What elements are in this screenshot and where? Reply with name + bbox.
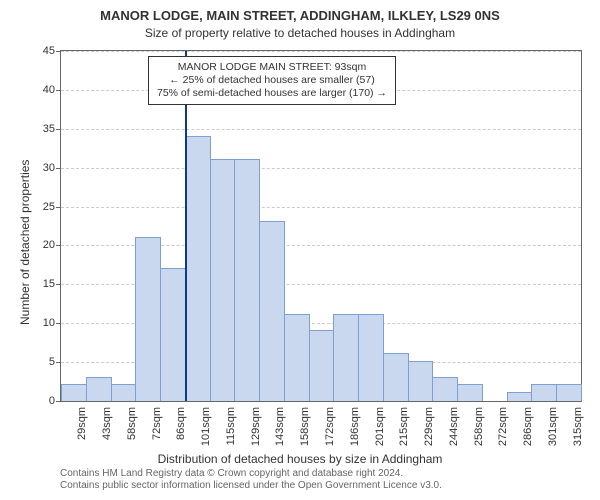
x-tick-label: 229sqm	[423, 407, 435, 446]
histogram-bar	[309, 330, 335, 401]
histogram-bar	[111, 384, 137, 401]
gridline	[61, 51, 581, 52]
x-tick-label: 58sqm	[126, 407, 138, 440]
y-tick-label: 20	[43, 239, 55, 251]
x-tick-label: 315sqm	[572, 407, 584, 446]
page-title: MANOR LODGE, MAIN STREET, ADDINGHAM, ILK…	[0, 8, 600, 23]
y-tick-label: 35	[43, 123, 55, 135]
x-tick-label: 286sqm	[522, 407, 534, 446]
histogram-bar	[531, 384, 557, 401]
x-tick-label: 43sqm	[101, 407, 113, 440]
x-tick-label: 143sqm	[274, 407, 286, 446]
footer-line: Contains HM Land Registry data © Crown c…	[60, 468, 442, 480]
y-tick-mark	[56, 323, 61, 324]
histogram-bar	[457, 384, 483, 401]
histogram-bar	[358, 314, 384, 401]
annotation-line: 75% of semi-detached houses are larger (…	[157, 87, 387, 100]
footer-attribution: Contains HM Land Registry data © Crown c…	[60, 468, 442, 492]
annotation-box: MANOR LODGE MAIN STREET: 93sqm← 25% of d…	[148, 56, 396, 105]
x-tick-label: 301sqm	[547, 407, 559, 446]
x-tick-label: 129sqm	[250, 407, 262, 446]
x-tick-label: 101sqm	[200, 407, 212, 446]
y-tick-label: 45	[43, 45, 55, 57]
x-tick-label: 244sqm	[448, 407, 460, 446]
histogram-bar	[259, 221, 285, 401]
y-tick-mark	[56, 245, 61, 246]
y-axis-label: Number of detached properties	[18, 160, 32, 325]
x-tick-label: 172sqm	[324, 407, 336, 446]
y-tick-mark	[56, 401, 61, 402]
y-tick-label: 0	[49, 395, 55, 407]
histogram-bar	[86, 377, 112, 401]
y-tick-label: 25	[43, 201, 55, 213]
histogram-bar	[210, 159, 236, 401]
histogram-bar	[556, 384, 582, 401]
histogram-bar	[284, 314, 310, 401]
footer-line: Contains public sector information licen…	[60, 480, 442, 492]
y-tick-mark	[56, 284, 61, 285]
gridline	[61, 207, 581, 208]
y-tick-label: 15	[43, 278, 55, 290]
page-subtitle: Size of property relative to detached ho…	[0, 26, 600, 40]
x-tick-label: 201sqm	[374, 407, 386, 446]
x-tick-label: 186sqm	[349, 407, 361, 446]
histogram-bar	[408, 361, 434, 401]
gridline	[61, 129, 581, 130]
x-tick-label: 29sqm	[76, 407, 88, 440]
annotation-line: MANOR LODGE MAIN STREET: 93sqm	[157, 61, 387, 74]
x-axis-label: Distribution of detached houses by size …	[0, 452, 600, 466]
histogram-bar	[185, 136, 211, 401]
y-tick-label: 5	[49, 356, 55, 368]
y-tick-mark	[56, 207, 61, 208]
annotation-line: ← 25% of detached houses are smaller (57…	[157, 74, 387, 87]
y-tick-label: 10	[43, 317, 55, 329]
y-tick-label: 40	[43, 84, 55, 96]
x-tick-label: 86sqm	[175, 407, 187, 440]
y-tick-mark	[56, 168, 61, 169]
histogram-bar	[383, 353, 409, 401]
y-tick-mark	[56, 90, 61, 91]
x-tick-label: 272sqm	[497, 407, 509, 446]
gridline	[61, 168, 581, 169]
y-tick-label: 30	[43, 162, 55, 174]
x-tick-label: 215sqm	[398, 407, 410, 446]
histogram-bar	[160, 268, 186, 401]
x-tick-label: 115sqm	[225, 407, 237, 445]
y-tick-mark	[56, 129, 61, 130]
histogram-bar	[432, 377, 458, 401]
histogram-bar	[507, 392, 533, 401]
histogram-bar	[135, 237, 161, 401]
x-tick-label: 258sqm	[473, 407, 485, 446]
histogram-bar	[234, 159, 260, 401]
y-tick-mark	[56, 51, 61, 52]
x-tick-label: 72sqm	[151, 407, 163, 440]
y-tick-mark	[56, 362, 61, 363]
histogram-bar	[61, 384, 87, 401]
histogram-bar	[333, 314, 359, 401]
x-tick-label: 158sqm	[299, 407, 311, 446]
